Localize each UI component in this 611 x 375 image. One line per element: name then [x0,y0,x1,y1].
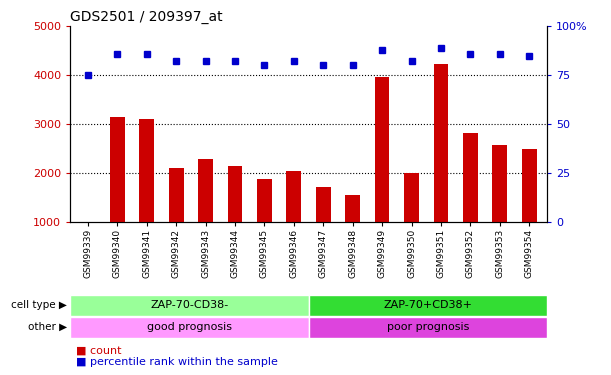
Bar [463,133,478,222]
Bar [522,148,536,222]
Bar [345,195,360,222]
Bar [375,77,389,222]
Text: GDS2501 / 209397_at: GDS2501 / 209397_at [70,10,223,24]
Text: ■ count: ■ count [76,346,122,355]
Bar [139,119,154,222]
Text: good prognosis: good prognosis [147,322,232,332]
Bar [309,295,547,316]
Bar [228,166,243,222]
Bar [316,187,331,222]
Text: ■ percentile rank within the sample: ■ percentile rank within the sample [76,357,278,367]
Text: cell type ▶: cell type ▶ [12,300,67,310]
Bar [110,117,125,222]
Bar [198,159,213,222]
Text: other ▶: other ▶ [28,322,67,332]
Bar [169,168,183,222]
Bar [492,145,507,222]
Bar [404,173,419,222]
Text: poor prognosis: poor prognosis [387,322,469,332]
Bar [434,64,448,222]
Bar [309,317,547,338]
Bar [70,295,309,316]
Bar [70,317,309,338]
Text: ZAP-70-CD38-: ZAP-70-CD38- [150,300,229,310]
Bar [257,179,272,222]
Text: ZAP-70+CD38+: ZAP-70+CD38+ [383,300,472,310]
Bar [287,171,301,222]
